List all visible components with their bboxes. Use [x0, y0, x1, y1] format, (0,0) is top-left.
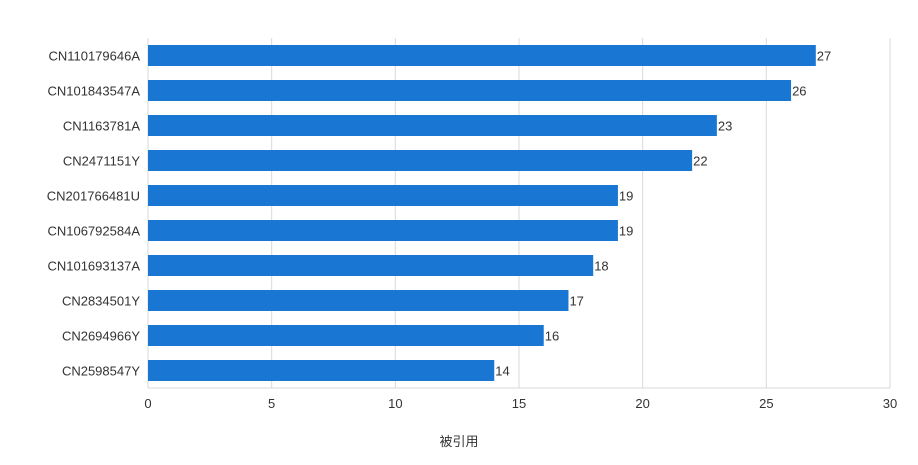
- y-category-label: CN201766481U: [47, 189, 140, 204]
- bar-value-label: 22: [693, 154, 707, 169]
- x-axis-ticks: 0 5 10 15 20 25 30: [144, 396, 897, 411]
- bars: [148, 45, 816, 381]
- y-category-label: CN2598547Y: [62, 364, 140, 379]
- bar-value-label: 27: [817, 49, 831, 64]
- bar-value-label: 26: [792, 84, 806, 99]
- bar: [148, 115, 717, 136]
- bar-value-label: 17: [569, 294, 583, 309]
- bar-value-label: 18: [594, 259, 608, 274]
- bar: [148, 185, 618, 206]
- data-labels: 27 26 23 22 19 19 18 17 16 14: [495, 49, 831, 379]
- bar-value-label: 19: [619, 189, 633, 204]
- y-category-label: CN110179646A: [48, 49, 140, 64]
- bar: [148, 220, 618, 241]
- bar: [148, 150, 693, 171]
- y-category-label: CN101843547A: [47, 84, 140, 99]
- y-category-label: CN106792584A: [47, 224, 140, 239]
- y-category-label: CN1163781A: [63, 119, 140, 134]
- bar-value-label: 14: [495, 364, 509, 379]
- x-tick-label: 0: [144, 396, 151, 411]
- y-category-label: CN2834501Y: [62, 294, 140, 309]
- y-category-label: CN2694966Y: [62, 329, 140, 344]
- x-tick-label: 5: [268, 396, 275, 411]
- x-axis-title: 被引用: [439, 434, 478, 449]
- bar: [148, 360, 495, 381]
- bar-value-label: 19: [619, 224, 633, 239]
- bar: [148, 45, 816, 66]
- x-tick-label: 20: [635, 396, 649, 411]
- bar: [148, 255, 594, 276]
- x-tick-label: 25: [759, 396, 773, 411]
- bar: [148, 325, 544, 346]
- x-tick-label: 15: [512, 396, 526, 411]
- bar: [148, 290, 569, 311]
- x-tick-label: 30: [883, 396, 897, 411]
- bar: [148, 80, 792, 101]
- bar-value-label: 16: [545, 329, 559, 344]
- bar-value-label: 23: [718, 119, 732, 134]
- y-category-label: CN2471151Y: [63, 154, 140, 169]
- y-axis-categories: CN110179646A CN101843547A CN1163781A CN2471…: [47, 49, 141, 379]
- x-tick-label: 10: [388, 396, 402, 411]
- y-category-label: CN101693137A: [47, 259, 140, 274]
